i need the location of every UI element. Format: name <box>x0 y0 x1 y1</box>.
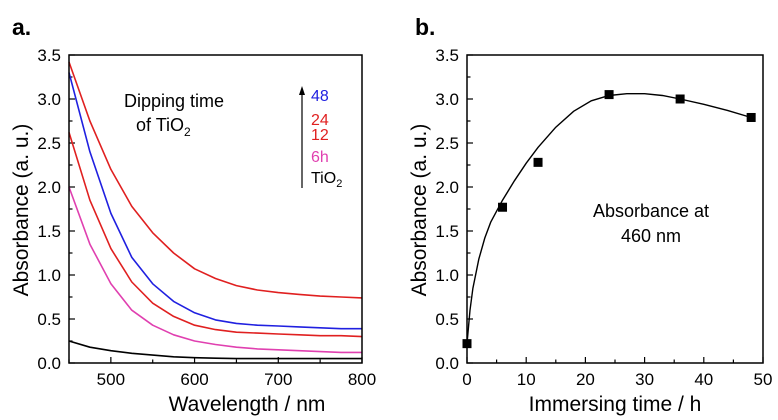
panel-a-x-axis-title: Wavelength / nm <box>169 393 326 416</box>
panel-a-y-axis-title: Absorbance (a. u.) <box>10 124 33 297</box>
b-x-tick-label: 50 <box>754 370 773 389</box>
a-x-tick-label: 700 <box>264 370 292 389</box>
panel-b-y-axis-title: Absorbance (a. u.) <box>408 124 431 297</box>
a-y-tick-label: 3.0 <box>37 90 61 109</box>
panel-a: a. 500 600 700 8000.00.51.01.52.02.53.03.5 … <box>10 14 376 416</box>
b-y-tick-label: 2.5 <box>435 134 459 153</box>
legend-arrow-head <box>299 86 305 95</box>
a-x-tick-label: 600 <box>180 370 208 389</box>
data-point <box>675 94 685 104</box>
data-point <box>604 90 614 100</box>
dipping-time-annotation-line1: Dipping time <box>124 91 224 111</box>
b-y-tick-label: 0.0 <box>435 354 459 373</box>
panel-b-frame <box>466 54 764 364</box>
legend-entry: 6h <box>311 149 329 166</box>
b-x-tick-label: 30 <box>635 370 654 389</box>
legend-entry: 48 <box>311 88 329 105</box>
panel-a-label: a. <box>12 14 31 40</box>
b-y-tick-label: 3.0 <box>435 90 459 109</box>
a-x-tick-label: 500 <box>97 370 125 389</box>
a-y-tick-label: 0.5 <box>37 310 61 329</box>
panel-a-series <box>68 61 363 360</box>
spectrum-line-0 <box>68 61 363 299</box>
a-y-tick-label: 3.5 <box>37 46 61 65</box>
absorbance-annotation-line1: Absorbance at <box>593 201 709 221</box>
dipping-time-annotation-line2: of TiO2 <box>136 115 191 139</box>
b-y-tick-label: 1.5 <box>435 222 459 241</box>
b-y-tick-label: 3.5 <box>435 46 459 65</box>
data-point <box>746 112 756 122</box>
panel-b-ticks: 0 10 20 30 40 50 0.0 0.5 1.0 1.5 2.0 2.5 3.0 3.5 <box>435 46 772 389</box>
absorbance-annotation-line2: 460 nm <box>621 226 681 246</box>
a-y-tick-label: 2.0 <box>37 178 61 197</box>
a-x-tick-label: 800 <box>348 370 376 389</box>
legend-entry: TiO2 <box>311 170 342 190</box>
legend-entry: 24 <box>311 112 329 129</box>
a-y-tick-label: 2.5 <box>37 134 61 153</box>
b-x-tick-label: 20 <box>576 370 595 389</box>
spectrum-line-2 <box>68 132 363 338</box>
b-x-tick-label: 40 <box>694 370 713 389</box>
panel-b: b. 0 10 20 30 40 50 0.0 0.5 1.0 1.5 2.0 2.5 3.0 3.5 I… <box>408 14 772 416</box>
panel-b-x-axis-title: Immersing time / h <box>529 393 702 416</box>
panel-a-frame <box>68 54 363 364</box>
a-y-tick-label: 1.0 <box>37 266 61 285</box>
fit-curve <box>466 93 752 344</box>
panel-b-label: b. <box>415 14 435 40</box>
spectrum-line-4 <box>68 340 362 360</box>
legend-entry: 12 <box>311 127 329 144</box>
data-point <box>498 202 508 212</box>
data-point <box>533 157 543 167</box>
a-y-tick-label: 1.5 <box>37 222 61 241</box>
a-y-tick-label: 0.0 <box>37 354 61 373</box>
b-x-tick-label: 0 <box>462 370 471 389</box>
panel-a-ticks: 500 600 700 800 0.0 0.5 1.0 1.5 2.0 2.5 3.0 3.5 <box>37 46 376 389</box>
b-y-tick-label: 2.0 <box>435 178 459 197</box>
spectrum-line-1 <box>68 72 362 330</box>
b-y-tick-label: 1.0 <box>435 266 459 285</box>
b-x-tick-label: 10 <box>517 370 536 389</box>
spectrum-line-3 <box>68 186 362 354</box>
b-y-tick-label: 0.5 <box>435 310 459 329</box>
